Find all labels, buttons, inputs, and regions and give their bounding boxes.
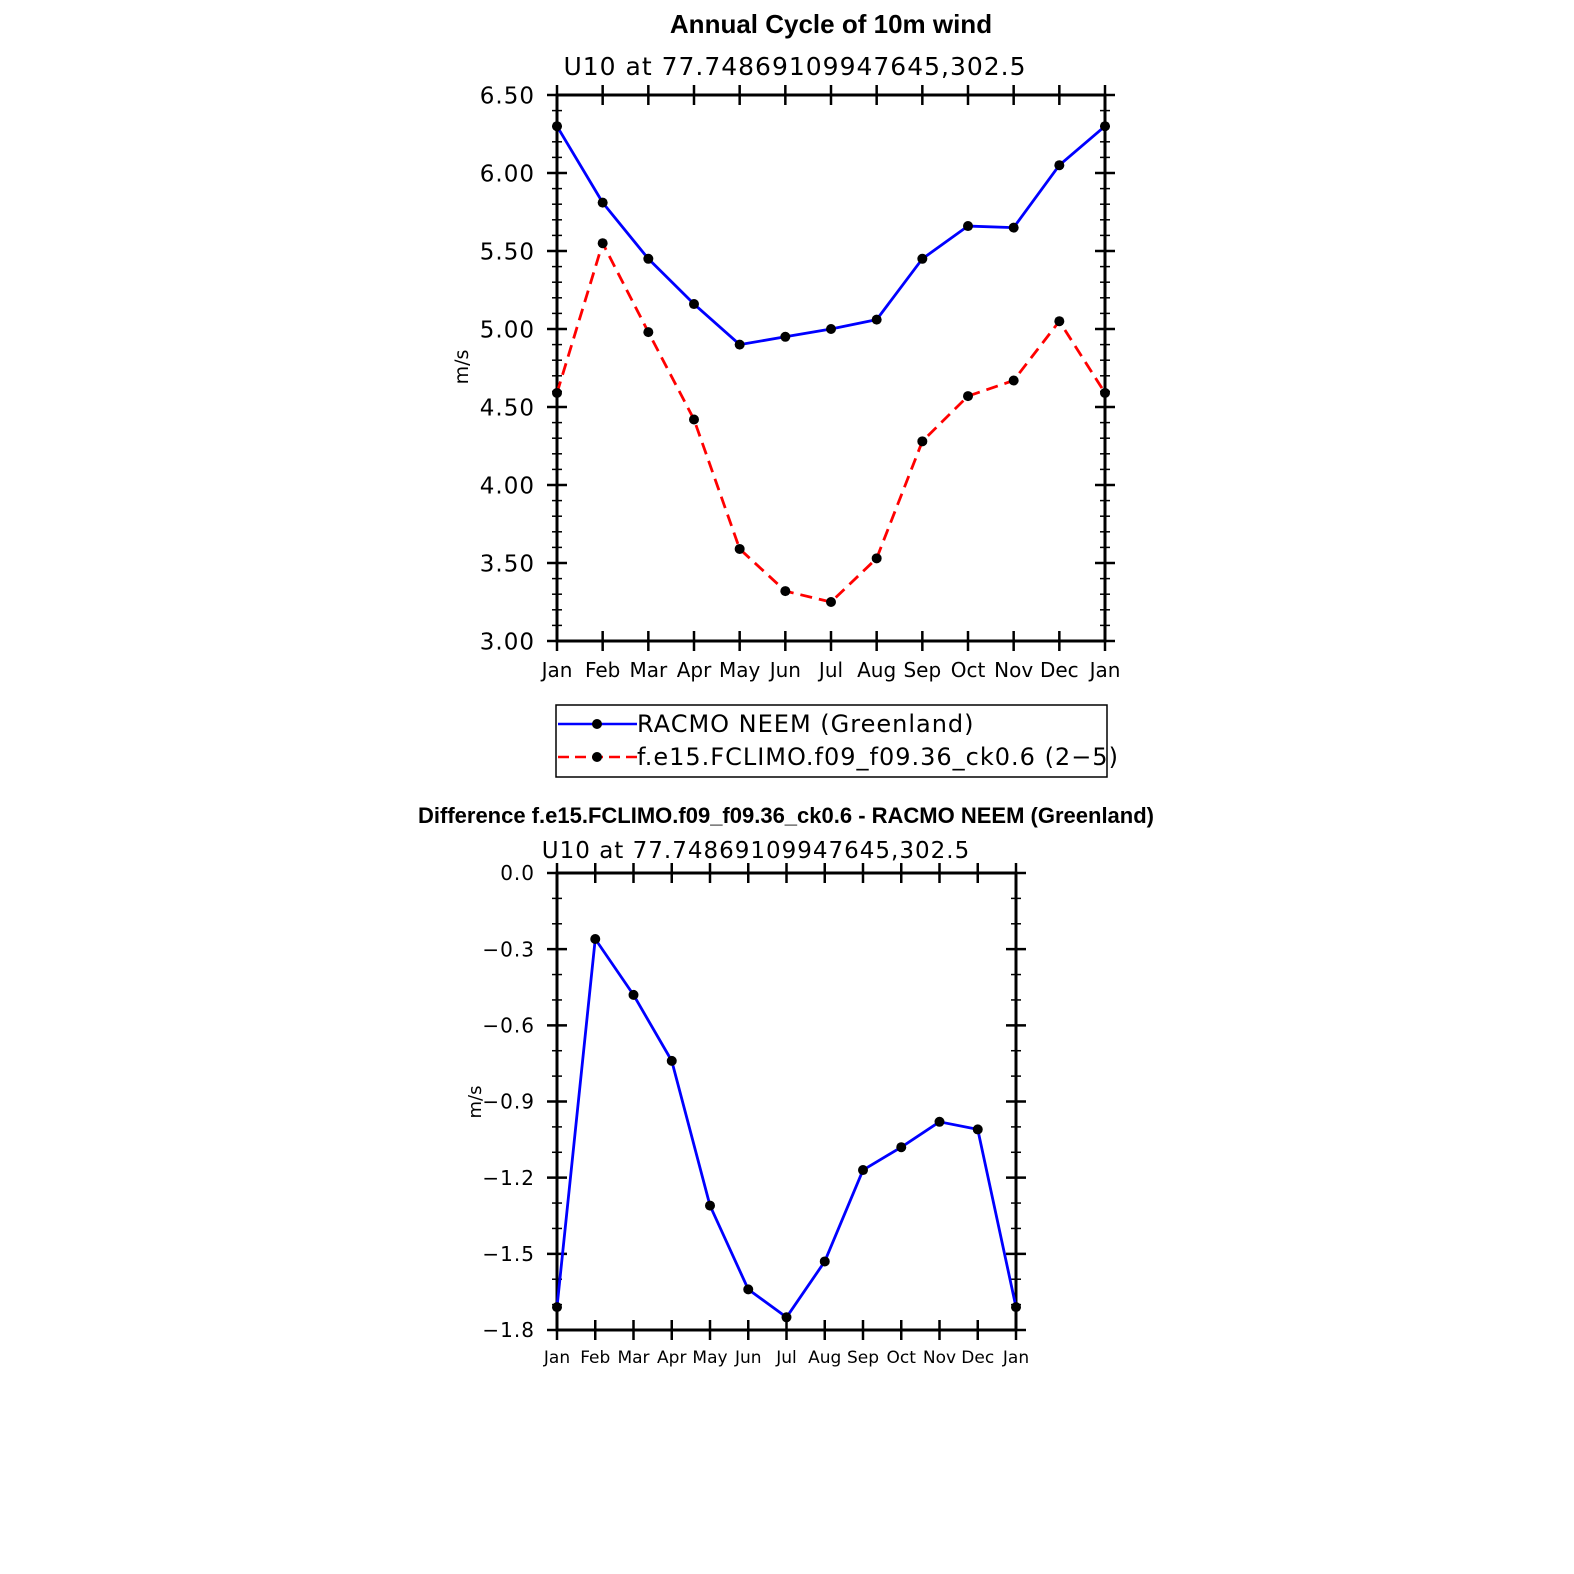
data-point <box>871 314 882 325</box>
legend-marker-cesm <box>592 752 602 762</box>
data-point <box>689 414 699 425</box>
x-tick-label: Jan <box>1088 658 1121 682</box>
chart1-ylabel: m/s <box>451 350 473 385</box>
data-point <box>590 934 601 945</box>
y-tick-label: 4.50 <box>480 395 535 421</box>
data-point <box>734 543 745 554</box>
y-tick-label: 0.0 <box>500 861 535 885</box>
y-tick-label: −1.8 <box>482 1318 535 1342</box>
plot-frame <box>555 871 1018 1332</box>
data-point <box>743 1284 754 1295</box>
x-tick-label: Jan <box>1002 1348 1029 1368</box>
y-tick-label: −0.6 <box>482 1014 535 1038</box>
data-point <box>780 586 791 597</box>
data-point <box>917 253 928 264</box>
x-tick-label: Oct <box>887 1348 917 1368</box>
legend-marker-racmo <box>592 719 602 729</box>
y-tick-label: 6.50 <box>480 83 535 109</box>
data-point <box>1100 387 1110 398</box>
data-point <box>963 391 973 402</box>
y-tick-label: −0.9 <box>482 1090 535 1114</box>
x-tick-label: Sep <box>847 1348 879 1368</box>
chart2-ylabel: m/s <box>465 1086 486 1119</box>
y-tick-label: 4.00 <box>480 473 535 499</box>
data-point <box>1054 316 1065 327</box>
data-point <box>819 1256 830 1267</box>
data-point <box>734 339 745 350</box>
x-tick-label: Feb <box>585 658 620 682</box>
data-point <box>597 197 608 208</box>
data-point <box>628 989 639 1000</box>
data-point <box>972 1124 983 1135</box>
y-tick-label: 5.00 <box>480 317 535 343</box>
chart2-plot-area: −1.8 −1.5 −1.2 −0.9 −0.6 −0.3 0.0 Jan Feb Mar Apr M… <box>482 861 1029 1368</box>
series-line-0 <box>555 937 1018 1319</box>
data-point <box>643 253 654 264</box>
x-tick-label: Mar <box>629 658 668 682</box>
y-tick-label: −0.3 <box>482 937 535 961</box>
data-point <box>643 327 654 338</box>
chart2-title: Difference f.e15.FCLIMO.f09_f09.36_ck0.6… <box>418 803 1154 828</box>
data-point <box>917 436 928 447</box>
data-point <box>552 121 562 132</box>
data-point <box>552 387 562 398</box>
x-tick-label: Jan <box>540 658 573 682</box>
data-point <box>666 1055 677 1066</box>
x-tick-label: Nov <box>923 1348 956 1368</box>
data-point <box>1011 1302 1021 1313</box>
data-point <box>1008 222 1019 233</box>
x-tick-label: Mar <box>617 1348 649 1368</box>
chart1-legend: RACMO NEEM (Greenland) f.e15.FCLIMO.f09_… <box>555 704 1119 778</box>
data-point <box>858 1165 868 1176</box>
x-tick-label: Jan <box>543 1348 570 1368</box>
data-point <box>963 221 973 232</box>
legend-box <box>555 704 1108 778</box>
y-tick-label: 3.50 <box>480 551 535 577</box>
chart1-plot-area: 3.00 3.50 4.00 4.50 5.00 5.50 6.00 6.50 Jan Feb Ma… <box>480 83 1121 682</box>
y-tick-label: 5.50 <box>480 239 535 265</box>
data-point <box>934 1116 945 1127</box>
x-tick-label: Jul <box>775 1348 797 1368</box>
y-tick-label: −1.2 <box>482 1166 535 1190</box>
data-point <box>689 299 699 310</box>
x-tick-label: Jul <box>817 658 843 682</box>
y-tick-label: −1.5 <box>482 1242 535 1266</box>
x-tick-label: Apr <box>657 1348 686 1368</box>
data-point <box>896 1142 907 1153</box>
chart1-subtitle: U10 at 77.74869109947645,302.5 <box>563 52 1026 81</box>
data-point <box>826 324 836 334</box>
legend-label-cesm: f.e15.FCLIMO.f09_f09.36_ck0.6 (2−5) <box>637 743 1119 771</box>
chart2-subtitle: U10 at 77.74869109947645,302.5 <box>542 838 970 864</box>
x-tick-label: Dec <box>961 1348 994 1368</box>
data-point <box>780 331 791 342</box>
x-tick-label: Sep <box>903 658 941 682</box>
data-point <box>871 553 882 564</box>
data-point <box>597 238 608 249</box>
data-point <box>705 1200 715 1211</box>
x-tick-label: Jun <box>768 658 801 682</box>
data-point <box>1100 121 1110 132</box>
x-tick-label: Oct <box>951 658 986 682</box>
x-tick-label: Aug <box>857 658 896 682</box>
data-point <box>1008 375 1019 386</box>
x-tick-label: Aug <box>808 1348 841 1368</box>
legend-label-racmo: RACMO NEEM (Greenland) <box>637 710 975 738</box>
x-tick-label: Nov <box>994 658 1033 682</box>
x-tick-label: Dec <box>1040 658 1079 682</box>
series-line-1 <box>555 241 1107 604</box>
data-point <box>826 597 836 607</box>
x-tick-label: May <box>719 658 761 682</box>
x-tick-label: Feb <box>580 1348 610 1368</box>
x-tick-label: Apr <box>677 658 712 682</box>
data-point <box>781 1312 792 1323</box>
y-tick-label: 3.00 <box>480 629 535 655</box>
data-point <box>1054 160 1065 171</box>
x-tick-label: May <box>692 1348 727 1368</box>
x-tick-label: Jun <box>734 1348 762 1368</box>
y-tick-label: 6.00 <box>480 161 535 187</box>
data-point <box>552 1302 562 1313</box>
chart1-title: Annual Cycle of 10m wind <box>670 9 992 39</box>
